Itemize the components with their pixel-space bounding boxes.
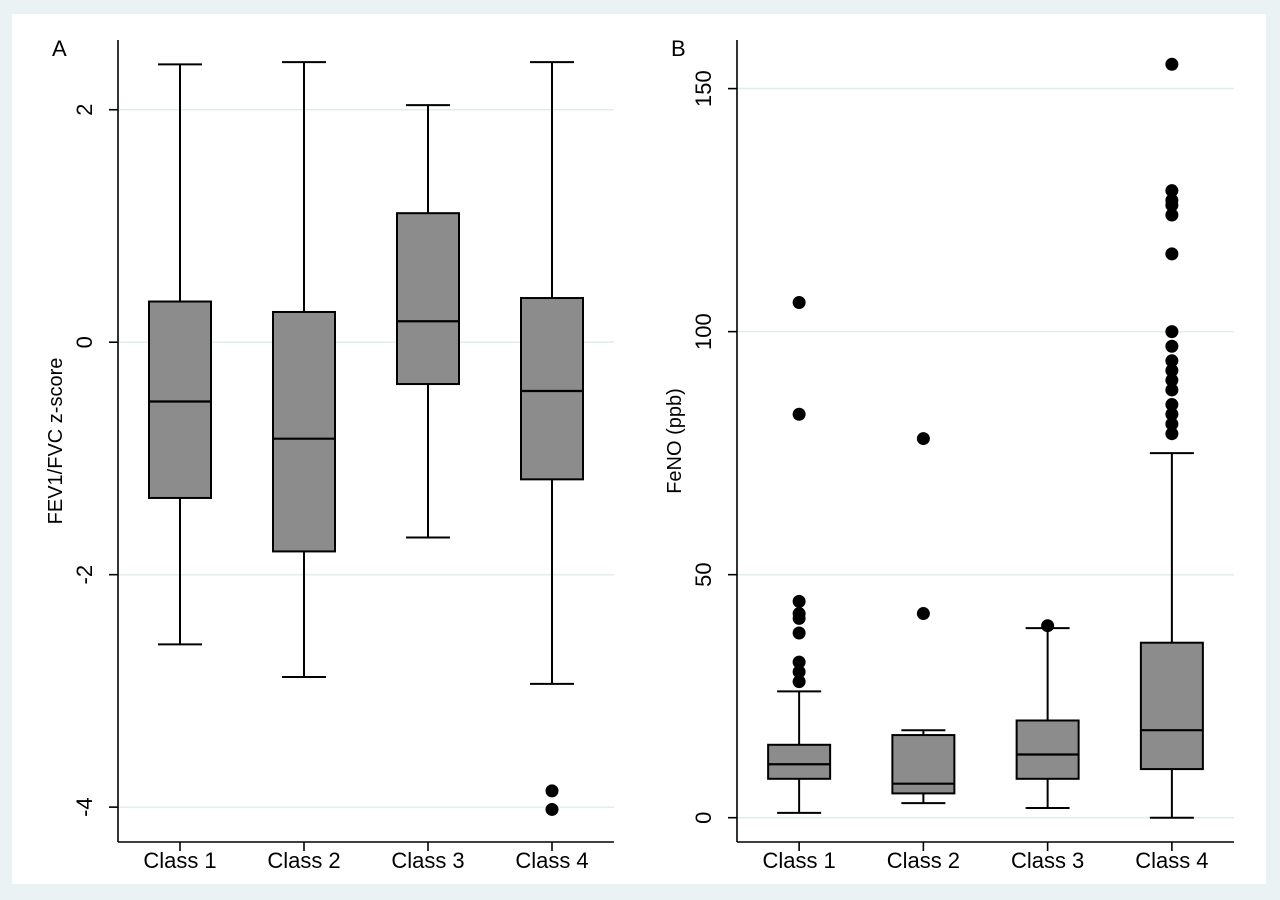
- outlier-point: [1165, 57, 1179, 71]
- outlier-point: [1165, 354, 1179, 368]
- x-tick-label: Class 1: [762, 848, 835, 873]
- outlier-point: [1165, 247, 1179, 261]
- y-tick-label: 100: [691, 313, 716, 350]
- outlier-point: [1165, 398, 1179, 412]
- panel-label: A: [52, 36, 67, 61]
- box-class-1: [148, 63, 212, 646]
- outlier-point: [1165, 407, 1179, 421]
- outlier-point: [1165, 373, 1179, 387]
- outlier-point: [916, 432, 930, 446]
- panel-label: B: [671, 36, 686, 61]
- box-class-3: [1015, 619, 1080, 809]
- outlier-point: [1165, 184, 1179, 198]
- iqr-box: [1139, 641, 1204, 771]
- outlier-point: [1165, 364, 1179, 378]
- outlier-point: [792, 594, 806, 608]
- outlier-point: [1041, 619, 1055, 633]
- outlier-point: [792, 607, 806, 621]
- outlier-point: [792, 407, 806, 421]
- box-class-4: [520, 61, 584, 816]
- x-tick-label: Class 4: [1135, 848, 1208, 873]
- box-class-4: [1139, 57, 1204, 819]
- x-tick-label: Class 1: [143, 848, 216, 873]
- outlier-point: [545, 802, 559, 816]
- x-tick-label: Class 3: [1011, 848, 1084, 873]
- iqr-box: [520, 297, 584, 481]
- outlier-point: [916, 607, 930, 621]
- y-tick-label: 150: [691, 70, 716, 107]
- outlier-point: [1165, 383, 1179, 397]
- y-tick-label: 0: [691, 812, 716, 824]
- panel-b: 0 50 100 150 Class 1 Class 2 Class 3 Class 4 FeN…: [638, 14, 1266, 884]
- outlier-point: [1165, 417, 1179, 431]
- iqr-box: [767, 743, 832, 780]
- panel-a: -4 -2 0 2 Class 1 Class 2 Class 3 Class 4 FEV1/F…: [12, 14, 638, 884]
- outlier-point: [1165, 208, 1179, 222]
- x-tick-label: Class 2: [267, 848, 340, 873]
- iqr-box: [148, 300, 212, 499]
- y-tick-label: 50: [691, 562, 716, 586]
- iqr-box: [272, 310, 336, 553]
- outlier-point: [1165, 193, 1179, 207]
- y-tick-label: -2: [72, 565, 97, 585]
- iqr-box: [396, 212, 460, 386]
- outlier-point: [792, 295, 806, 309]
- y-tick-label: -4: [72, 797, 97, 817]
- y-axis-title: FEV1/FVC z-score: [45, 358, 67, 525]
- box-class-1: [767, 295, 832, 814]
- outlier-point: [792, 655, 806, 669]
- y-axis-title: FeNO (ppb): [664, 388, 686, 494]
- x-tick-label: Class 3: [391, 848, 464, 873]
- outlier-point: [1165, 325, 1179, 339]
- x-tick-label: Class 4: [515, 848, 588, 873]
- outlier-point: [1165, 339, 1179, 353]
- box-class-2: [272, 61, 336, 678]
- outlier-point: [792, 675, 806, 689]
- iqr-box: [1015, 719, 1080, 780]
- y-tick-label: 2: [72, 104, 97, 116]
- outlier-point: [1165, 427, 1179, 441]
- outlier-point: [792, 665, 806, 679]
- box-class-3: [396, 104, 460, 539]
- outlier-point: [792, 626, 806, 640]
- y-tick-label: 0: [72, 336, 97, 348]
- box-class-2: [891, 432, 956, 805]
- x-tick-label: Class 2: [887, 848, 960, 873]
- outlier-point: [545, 784, 559, 798]
